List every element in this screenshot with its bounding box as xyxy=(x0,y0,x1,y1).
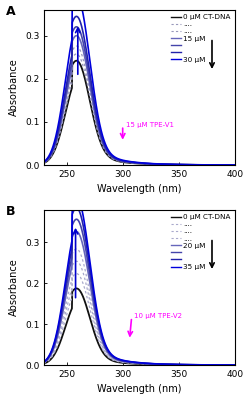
Y-axis label: Absorbance: Absorbance xyxy=(9,58,19,116)
X-axis label: Wavelength (nm): Wavelength (nm) xyxy=(97,184,182,194)
Text: A: A xyxy=(6,5,16,18)
X-axis label: Wavelength (nm): Wavelength (nm) xyxy=(97,384,182,394)
Text: 15 μM TPE-V1: 15 μM TPE-V1 xyxy=(126,122,174,128)
Legend: 0 μM CT-DNA, ...., ...., 15 μM, , , 30 μM: 0 μM CT-DNA, ...., ...., 15 μM, , , 30 μ… xyxy=(171,13,231,64)
Text: 10 μM TPE-V2: 10 μM TPE-V2 xyxy=(134,313,182,319)
Text: B: B xyxy=(6,205,15,218)
Y-axis label: Absorbance: Absorbance xyxy=(9,258,19,316)
Legend: 0 μM CT-DNA, ...., ...., ...., 20 μM, , , 35 μM: 0 μM CT-DNA, ...., ...., ...., 20 μM, , … xyxy=(171,213,231,271)
